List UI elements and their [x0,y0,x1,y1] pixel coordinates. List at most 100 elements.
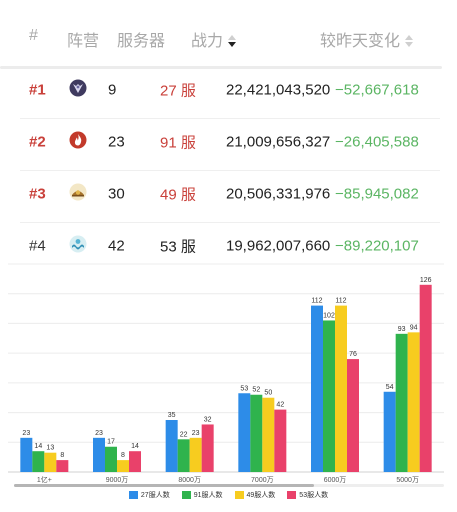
bar-value-label: 8 [121,452,125,459]
bar-value-label: 22 [180,431,188,438]
legend-swatch [287,491,297,499]
server-id: 53 服 [160,238,196,256]
server-id: 27 服 [160,82,196,100]
table-row[interactable]: #3 30 49 服 20,506,331,976 −85,945,082 [0,168,457,220]
bar-0-0[interactable] [20,437,33,472]
bar-3-0[interactable] [238,393,251,472]
column-header-daily-change-label: 较昨天变化 [320,33,401,50]
bar-5-0[interactable] [383,391,396,472]
column-header-rank: # [29,27,38,44]
bar-value-label: 13 [46,445,54,452]
bar-4-0[interactable] [311,305,323,472]
chart-scroll-thumb[interactable] [14,484,314,487]
bar-1-0[interactable] [93,437,105,472]
bar-1-3[interactable] [129,451,141,472]
bar-value-label: 14 [131,443,139,450]
legend-item[interactable]: 91服人数 [181,489,223,501]
bar-value-label: 8 [60,452,64,459]
bar-value-label: 93 [398,326,406,333]
bar-value-label: 52 [252,387,260,394]
bar-0-3[interactable] [56,460,69,472]
power-value: 21,009,656,327 [226,133,331,151]
table-row[interactable]: #2 23 91 服 21,009,656,327 −26,405,588 [0,116,457,168]
column-header-daily-change[interactable]: 较昨天变化 [320,27,414,51]
legend-label: 49服人数 [246,492,276,499]
bar-3-1[interactable] [250,394,263,472]
legend-swatch [181,491,191,499]
daily-change-value: −26,405,588 [335,133,419,151]
bar-4-2[interactable] [335,305,347,472]
bar-3-2[interactable] [262,397,275,472]
server-count: 9 [108,81,117,99]
daily-change-value: −85,945,082 [335,185,419,203]
population-bar-chart: 23 14 13 8 1亿+ 23 17 8 14 9000万 35 22 23 32 8000万 53 52 5… [0,262,457,512]
bar-1-2[interactable] [117,460,129,472]
rank-label: #3 [29,185,46,203]
server-count: 30 [108,185,125,203]
legend-item[interactable]: 53服人数 [287,489,328,501]
column-header-power[interactable]: 战力 [191,27,237,51]
row-divider [20,170,440,171]
bar-5-1[interactable] [395,333,408,472]
bar-1-1[interactable] [105,446,117,472]
row-divider [20,118,440,119]
bar-4-3[interactable] [347,359,359,472]
legend-swatch [234,491,244,499]
bar-value-label: 76 [349,351,357,358]
bar-value-label: 23 [192,430,200,437]
bar-value-label: 50 [264,390,272,397]
rank-label: #2 [29,133,46,151]
legend-swatch [128,491,138,499]
bar-value-label: 102 [323,312,335,319]
bar-4-1[interactable] [323,320,335,472]
faction-wave-icon [69,235,87,257]
power-value: 20,506,331,976 [226,185,331,203]
bar-value-label: 23 [95,430,103,437]
bar-value-label: 42 [276,402,284,409]
bar-value-label: 32 [204,416,212,423]
faction-shield-crest-icon [69,79,87,101]
bar-0-1[interactable] [32,451,45,472]
daily-change-value: −89,220,107 [335,237,419,255]
bar-2-2[interactable] [189,437,202,472]
rank-label: #1 [29,81,46,99]
chart-scrollbar[interactable] [14,484,444,487]
column-header-power-label: 战力 [191,33,224,50]
sort-toggle-icon[interactable] [405,34,414,47]
bar-0-2[interactable] [44,452,57,472]
bar-3-3[interactable] [274,409,287,472]
bar-value-label: 35 [168,412,176,419]
table-row[interactable]: #1 9 27 服 22,421,043,520 −52,667,618 [0,64,457,116]
bar-5-2[interactable] [407,332,420,472]
legend-item[interactable]: 27服人数 [128,489,170,501]
sort-descending-icon[interactable] [228,34,237,47]
header-divider [0,66,442,69]
power-value: 19,962,007,660 [226,237,331,255]
row-divider [20,222,440,223]
bar-5-3[interactable] [419,284,432,472]
server-count: 42 [108,237,125,255]
bar-value-label: 23 [22,430,30,437]
faction-sun-icon [69,183,87,205]
column-header-server-count: 服务器 [117,33,166,50]
chart-legend: 27服人数 91服人数 49服人数 53服人数 [0,489,457,501]
x-tick-label: 1亿+ [37,475,52,484]
table-row[interactable]: #4 42 53 服 19,962,007,660 −89,220,107 [0,220,457,272]
server-count: 23 [108,133,125,151]
bar-2-0[interactable] [165,420,178,472]
bar-value-label: 112 [311,298,322,305]
legend-item[interactable]: 49服人数 [234,489,276,501]
legend-label: 27服人数 [140,492,170,499]
server-ranking-table: # 阵营 服务器 战力 较昨天变化 #1 9 27 服 22,421,043,5… [0,27,457,256]
server-id: 91 服 [160,134,196,152]
x-tick-label: 6000万 [324,476,347,484]
daily-change-value: −52,667,618 [335,81,419,99]
bar-value-label: 14 [34,443,42,450]
bar-2-3[interactable] [201,424,214,472]
bar-2-1[interactable] [177,439,190,472]
bar-value-label: 94 [410,324,418,331]
rank-label: #4 [29,237,46,255]
x-tick-label: 7000万 [251,476,274,484]
x-tick-label: 5000万 [396,476,419,484]
bar-value-label: 17 [107,439,115,446]
